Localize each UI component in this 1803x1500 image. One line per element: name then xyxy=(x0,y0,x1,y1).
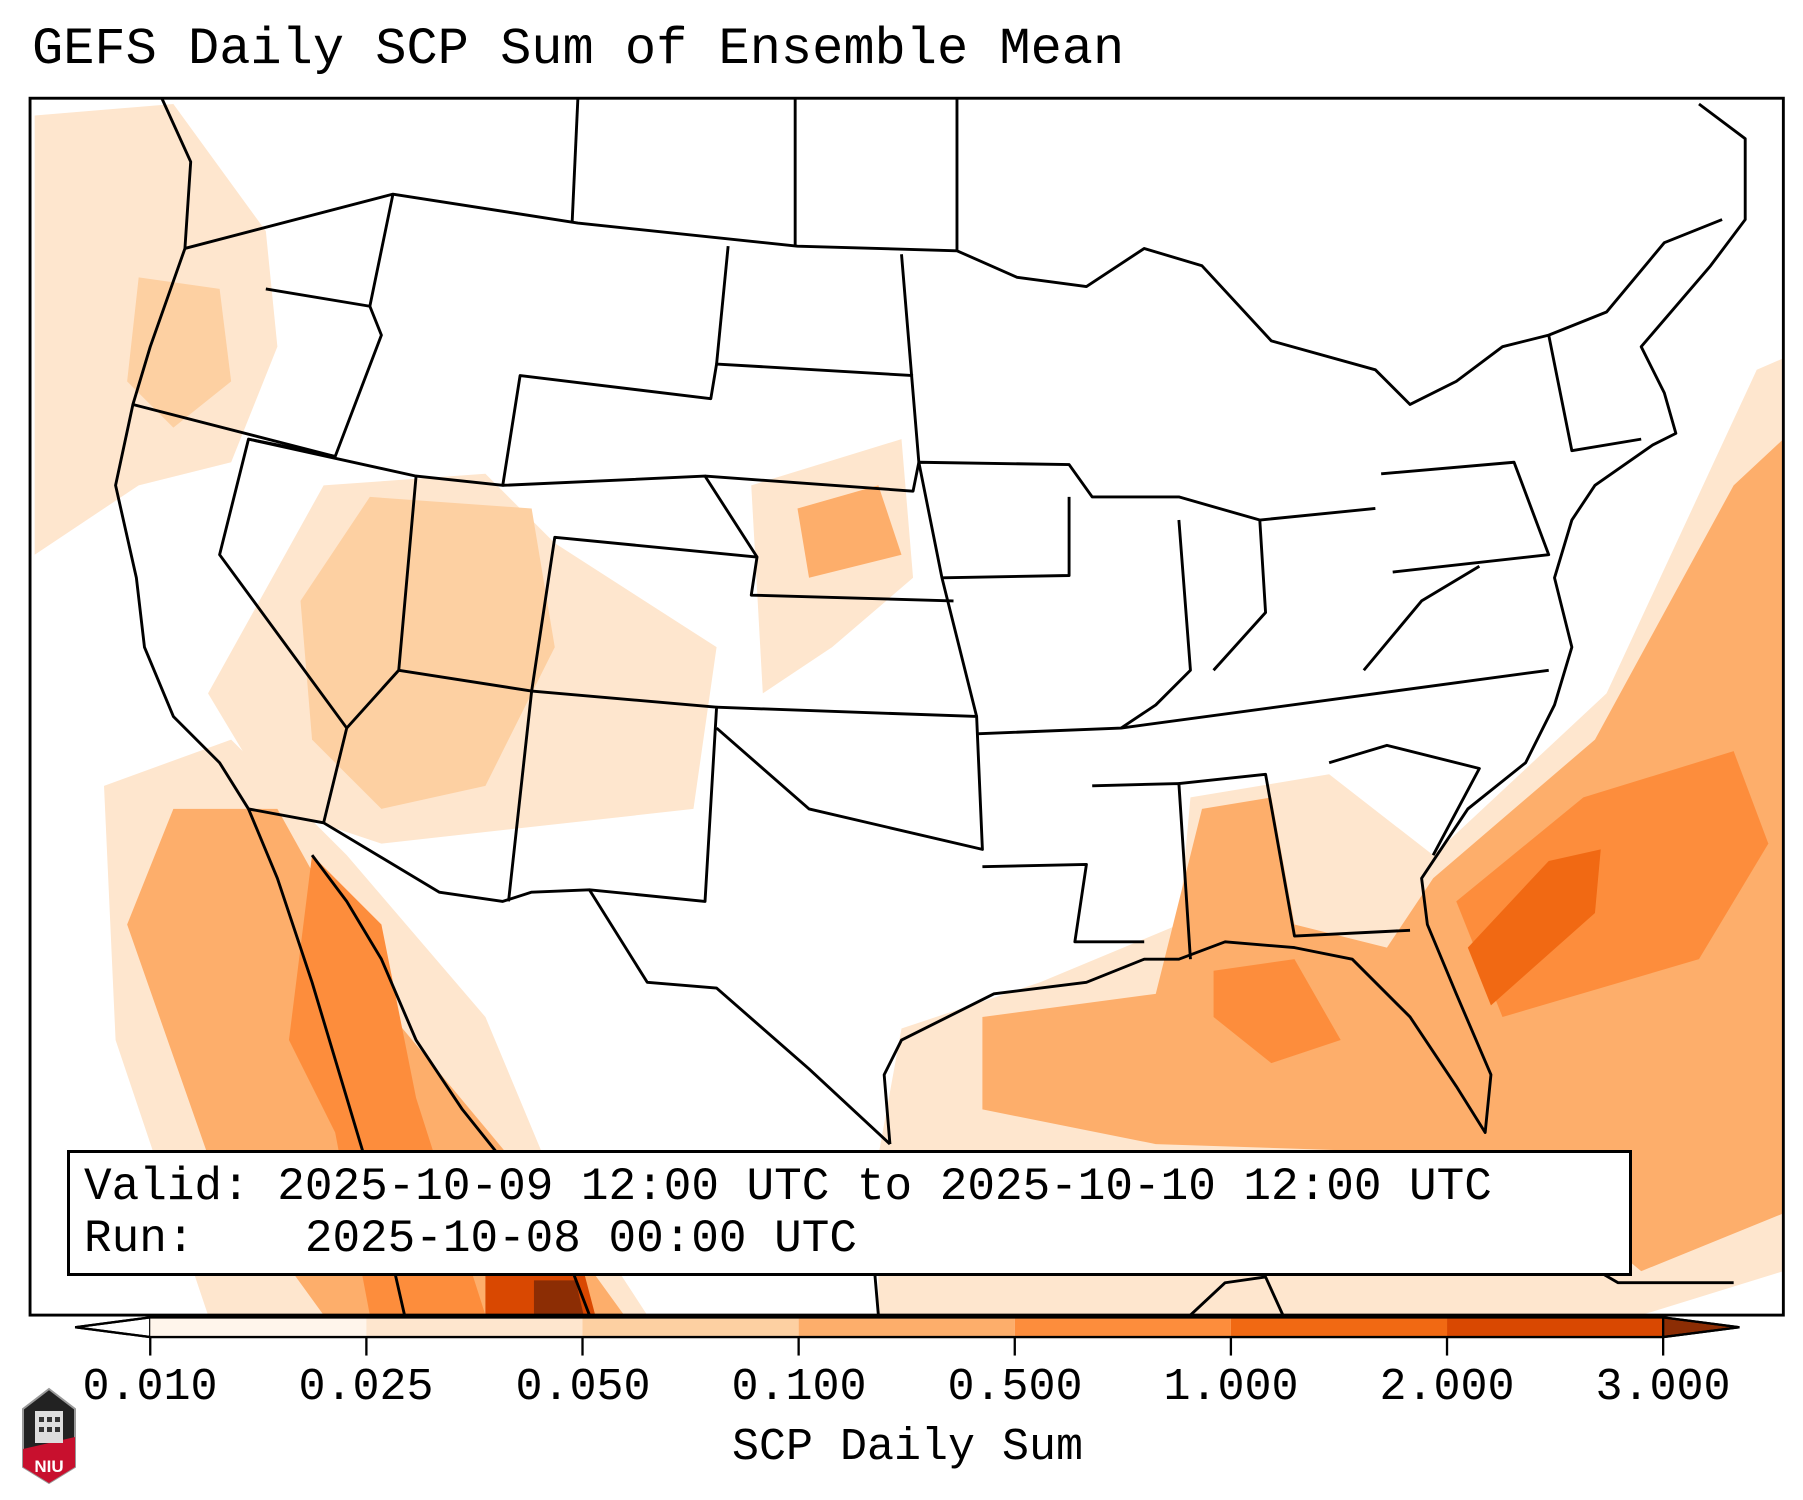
valid-value: 2025-10-09 12:00 UTC to 2025-10-10 12:00… xyxy=(277,1161,1492,1213)
gulf-coast xyxy=(882,102,1747,1145)
colorbar-under xyxy=(74,1316,152,1339)
scp-region-sw-core xyxy=(300,496,555,809)
colorbar-seg-4 xyxy=(1014,1317,1231,1338)
scp-region-gulf xyxy=(982,439,1784,1272)
colorbar-seg-3 xyxy=(798,1317,1015,1338)
colorbar-tick-label: 0.050 xyxy=(515,1362,651,1413)
colorbar-tick-label: 0.010 xyxy=(82,1362,218,1413)
scp-region-mexico-max xyxy=(533,1280,584,1316)
colorbar-tick-label: 0.500 xyxy=(947,1362,1083,1413)
colorbar-over xyxy=(1661,1316,1740,1339)
colorbar-tick-label: 2.000 xyxy=(1379,1362,1515,1413)
info-box: Valid: 2025-10-09 12:00 UTC to 2025-10-1… xyxy=(67,1150,1632,1276)
colorbar-seg-5 xyxy=(1230,1317,1448,1338)
colorbar-tick-label: 3.000 xyxy=(1595,1362,1731,1413)
colorbar-seg-6 xyxy=(1447,1317,1664,1338)
scp-region-atlantic-core xyxy=(1467,849,1601,1006)
scp-region-pnw-core xyxy=(127,277,232,428)
map-frame xyxy=(28,96,1785,1317)
niu-logo: NIU xyxy=(22,1387,76,1485)
mexico-border xyxy=(248,807,891,1146)
scp-region-nebraska xyxy=(797,485,902,578)
scp-field xyxy=(34,104,1784,1316)
yucatan xyxy=(1189,1275,1285,1316)
colorbar-tick-label: 0.025 xyxy=(298,1362,434,1413)
canada-border xyxy=(184,192,1723,406)
valid-label: Valid: xyxy=(84,1161,250,1213)
colorbar-seg-0 xyxy=(150,1317,367,1338)
colorbar-seg-2 xyxy=(582,1317,799,1338)
colorbar-label: SCP Daily Sum xyxy=(731,1422,1084,1473)
run-label: Run: xyxy=(84,1213,195,1265)
run-value: 2025-10-08 00:00 UTC xyxy=(304,1213,857,1265)
scp-region-gulf-core xyxy=(1213,959,1341,1064)
coastline xyxy=(114,98,406,1316)
colorbar xyxy=(74,1316,1740,1356)
chart-title: GEFS Daily SCP Sum of Ensemble Mean xyxy=(32,20,1125,79)
colorbar-tick-label: 0.100 xyxy=(731,1362,867,1413)
colorbar-tick-label: 1.000 xyxy=(1163,1362,1299,1413)
colorbar-seg-1 xyxy=(366,1317,583,1338)
svg-text:NIU: NIU xyxy=(34,1457,63,1476)
